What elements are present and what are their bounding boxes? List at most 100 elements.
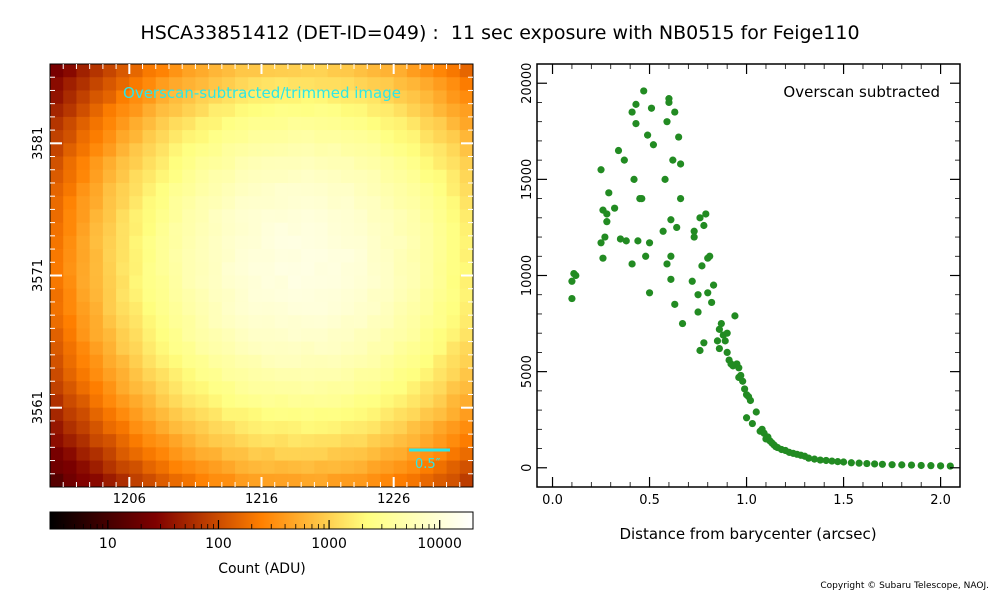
image-pixel (340, 301, 355, 316)
image-pixel (63, 156, 77, 171)
image-pixel (142, 196, 157, 210)
image-pixel (261, 275, 276, 290)
image-pixel (208, 262, 223, 276)
image-pixel (261, 368, 276, 382)
image-pixel (195, 90, 210, 105)
scatter-point (737, 371, 745, 380)
image-pixel (235, 473, 249, 488)
image-pixel (287, 341, 302, 356)
image-pixel (287, 315, 302, 329)
image-pixel (76, 249, 91, 263)
image-pixel (248, 222, 262, 237)
image-pixel (195, 143, 210, 157)
image-pixel (195, 354, 210, 369)
scatter-point (739, 377, 747, 385)
scatter-point (640, 87, 648, 95)
image-pixel (420, 182, 434, 197)
image-pixel (50, 130, 64, 144)
scatter-point (735, 364, 743, 372)
image-pixel (274, 354, 289, 369)
image-title: Overscan-subtracted/trimmed image (123, 84, 401, 102)
image-pixel (327, 315, 342, 329)
image-pixel (433, 473, 447, 488)
image-pixel (393, 77, 408, 91)
image-pixel (155, 64, 170, 78)
image-pixel (248, 394, 262, 409)
image-pixel (63, 275, 77, 290)
scatter-point (671, 300, 679, 308)
image-pixel (235, 407, 249, 422)
scatter-point (927, 462, 935, 470)
image-pixel (195, 64, 210, 78)
image-pixel (102, 354, 117, 369)
image-pixel (155, 116, 170, 131)
image-pixel (287, 381, 302, 395)
image-pixel (155, 182, 170, 197)
scatter-point (871, 460, 879, 468)
image-pixel (221, 407, 236, 422)
image-pixel (142, 182, 157, 197)
scatter-point (603, 210, 611, 218)
image-pixel (340, 222, 355, 237)
image-pixel (208, 288, 223, 303)
image-pixel (195, 394, 210, 409)
image-pixel (195, 77, 210, 91)
image-pixel (182, 156, 196, 171)
image-pixel (354, 315, 368, 329)
image-pixel (63, 315, 77, 329)
image-pixel (235, 288, 249, 303)
image-pixel (327, 156, 342, 171)
scatter-x-tick-label: 1.0 (736, 493, 757, 508)
image-pixel (420, 262, 434, 276)
image-pixel (182, 434, 196, 448)
image-pixel (89, 315, 104, 329)
image-pixel (76, 116, 91, 131)
image-pixel (420, 381, 434, 395)
image-pixel (459, 143, 474, 157)
image-pixel (50, 169, 64, 184)
image-pixel (208, 275, 223, 290)
image-pixel (261, 328, 276, 342)
image-pixel (168, 222, 183, 237)
image-pixel (248, 434, 262, 448)
image-pixel (327, 407, 342, 422)
image-pixel (354, 328, 368, 342)
image-pixel (248, 301, 262, 316)
scatter-point (616, 235, 625, 243)
image-pixel (50, 447, 64, 461)
image-pixel (89, 434, 104, 448)
image-pixel (433, 328, 447, 342)
image-pixel (406, 90, 421, 105)
image-pixel (221, 275, 236, 290)
image-pixel (116, 235, 130, 250)
image-pixel (155, 90, 170, 105)
image-pixel (89, 249, 104, 263)
image-pixel (168, 182, 183, 197)
image-pixel (327, 169, 342, 184)
scatter-point (822, 456, 830, 465)
image-pixel (208, 196, 223, 210)
image-pixel (168, 249, 183, 263)
image-pixel (340, 460, 355, 475)
image-pixel (354, 407, 368, 422)
image-pixel (380, 354, 395, 369)
scatter-point (898, 461, 906, 469)
image-pixel (182, 328, 196, 342)
scatter-point (628, 108, 636, 116)
image-pixel (420, 130, 434, 144)
scatter-point (917, 461, 925, 470)
image-pixel (235, 156, 249, 171)
image-pixel (89, 64, 104, 78)
image-pixel (63, 196, 77, 210)
image-pixel (182, 394, 196, 409)
image-pixel (354, 77, 368, 91)
image-pixel (89, 116, 104, 131)
colorbar-tick-label: 10000 (417, 536, 462, 552)
image-pixel (274, 196, 289, 210)
image-pixel (287, 209, 302, 224)
scatter-point (704, 289, 712, 297)
image-pixel (327, 249, 342, 263)
image-pixel (340, 328, 355, 342)
image-pixel (327, 420, 342, 435)
image-pixel (420, 249, 434, 263)
